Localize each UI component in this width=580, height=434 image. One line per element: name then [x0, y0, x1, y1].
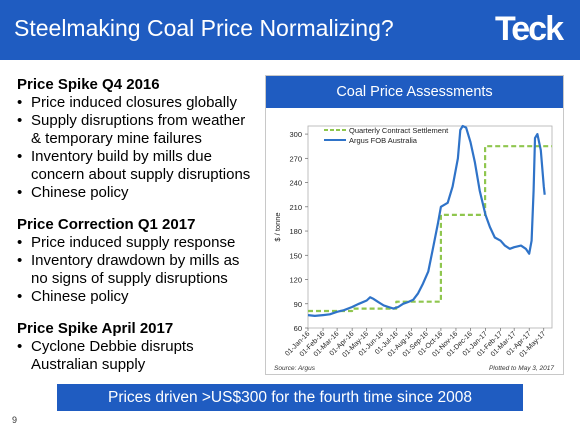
- bullet-item: Supply disruptions from weather: [17, 112, 272, 130]
- y-tick-label: 120: [289, 276, 302, 285]
- legend-label: Argus FOB Australia: [349, 136, 418, 145]
- y-axis-label: $ / tonne: [273, 212, 282, 241]
- bullet-continuation: no signs of supply disruptions: [31, 270, 228, 287]
- bullet-item: Inventory build by mills due: [17, 148, 272, 166]
- y-tick-label: 60: [294, 324, 302, 333]
- page-number: 9: [12, 415, 18, 425]
- y-tick-label: 180: [289, 227, 302, 236]
- plotted-note: Plotted to May 3, 2017: [489, 365, 554, 372]
- source-note: Source: Argus: [274, 365, 316, 372]
- y-tick-label: 90: [294, 300, 302, 309]
- page-title: Steelmaking Coal Price Normalizing?: [14, 15, 394, 41]
- commentary-panel: Price Spike Q4 2016 Price induced closur…: [17, 76, 272, 388]
- y-tick-label: 240: [289, 179, 302, 188]
- bullet-list: Cyclone Debbie disrupts Australian suppl…: [17, 338, 272, 374]
- bullet-continuation: Australian supply: [31, 356, 146, 373]
- bullet-item: Chinese policy: [17, 288, 272, 306]
- legend-label: Quarterly Contract Settlement: [349, 126, 449, 135]
- y-tick-label: 300: [289, 130, 302, 139]
- bullet-item: Inventory drawdown by mills as: [17, 252, 272, 270]
- coal-price-chart: Coal Price Assessments 60 90 120 150 180 210 2…: [265, 75, 564, 375]
- y-tick-label: 150: [289, 251, 302, 260]
- bullet-list: Price induced supply response Inventory …: [17, 234, 272, 306]
- bullet-item: Cyclone Debbie disrupts: [17, 338, 272, 356]
- teck-logo: Teck: [495, 10, 564, 48]
- series-line-contract: [308, 145, 552, 313]
- chart-title: Coal Price Assessments: [266, 76, 563, 108]
- bullet-item: Chinese policy: [17, 184, 272, 202]
- plot-area: [307, 125, 553, 329]
- section-heading: Price Spike Q4 2016: [17, 76, 160, 93]
- section-heading: Price Spike April 2017: [17, 320, 174, 337]
- bullet-continuation: concern about supply disruptions: [31, 166, 251, 183]
- y-tick-label: 270: [289, 154, 302, 163]
- bullet-continuation: & temporary mine failures: [31, 130, 202, 147]
- bullet-item: Price induced supply response: [17, 234, 272, 252]
- title-bar: Steelmaking Coal Price Normalizing? Teck: [0, 0, 580, 60]
- y-tick-label: 210: [289, 203, 302, 212]
- summary-banner: Prices driven >US$300 for the fourth tim…: [57, 384, 523, 411]
- bullet-item: Price induced closures globally: [17, 94, 272, 112]
- section-heading: Price Correction Q1 2017: [17, 216, 196, 233]
- series-line-argus: [307, 124, 546, 317]
- bullet-list: Price induced closures globally Supply d…: [17, 94, 272, 202]
